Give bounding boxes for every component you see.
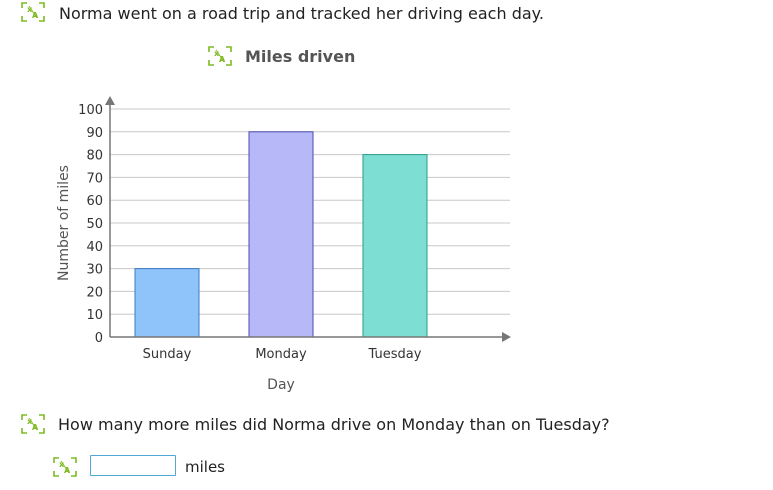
answer-unit-label: miles <box>185 458 225 476</box>
y-tick-label: 20 <box>86 285 103 300</box>
answer-input[interactable] <box>90 455 176 476</box>
bar-monday <box>248 131 314 338</box>
y-tick-label: 0 <box>95 331 103 346</box>
text-to-speech-icon[interactable]: x A <box>52 456 78 478</box>
y-tick-label: 40 <box>86 240 103 255</box>
chart-labels: 0 10 20 30 40 50 60 70 80 90 100 Sunday Monday Tuesda… <box>56 103 422 393</box>
text-to-speech-icon[interactable]: x A <box>20 1 46 23</box>
bar-chart: 0 10 20 30 40 50 60 70 80 90 100 Sunday Monday Tuesda… <box>56 96 511 393</box>
x-tick-label: Sunday <box>143 347 192 362</box>
text-to-speech-icon[interactable]: x A <box>20 413 46 435</box>
x-axis-title: Day <box>267 377 295 393</box>
bar-sunday <box>134 268 200 338</box>
y-tick-label: 10 <box>86 308 103 323</box>
y-tick-label: 70 <box>86 171 103 186</box>
svg-text:x: x <box>214 49 220 58</box>
svg-text:x: x <box>27 5 33 14</box>
y-tick-label: 50 <box>86 217 103 232</box>
chart-bars <box>134 131 428 338</box>
prompt-text: Norma went on a road trip and tracked he… <box>59 4 544 23</box>
y-axis-title: Number of miles <box>56 165 72 281</box>
y-tick-label: 90 <box>86 126 103 141</box>
y-tick-label: 80 <box>86 149 103 164</box>
bar-tuesday <box>362 154 428 338</box>
question-text: How many more miles did Norma drive on M… <box>58 415 610 434</box>
x-axis-arrow <box>502 332 511 342</box>
x-tick-label: Tuesday <box>368 347 422 362</box>
y-tick-label: 30 <box>86 263 103 278</box>
y-tick-label: 60 <box>86 194 103 209</box>
chart-title: Miles driven <box>245 47 356 66</box>
svg-text:x: x <box>59 460 65 469</box>
chart-axes <box>105 96 511 342</box>
svg-text:x: x <box>27 417 33 426</box>
text-to-speech-icon[interactable]: x A <box>207 45 233 67</box>
y-axis-arrow <box>105 96 115 105</box>
y-tick-label: 100 <box>78 103 103 118</box>
x-tick-label: Monday <box>255 347 307 362</box>
